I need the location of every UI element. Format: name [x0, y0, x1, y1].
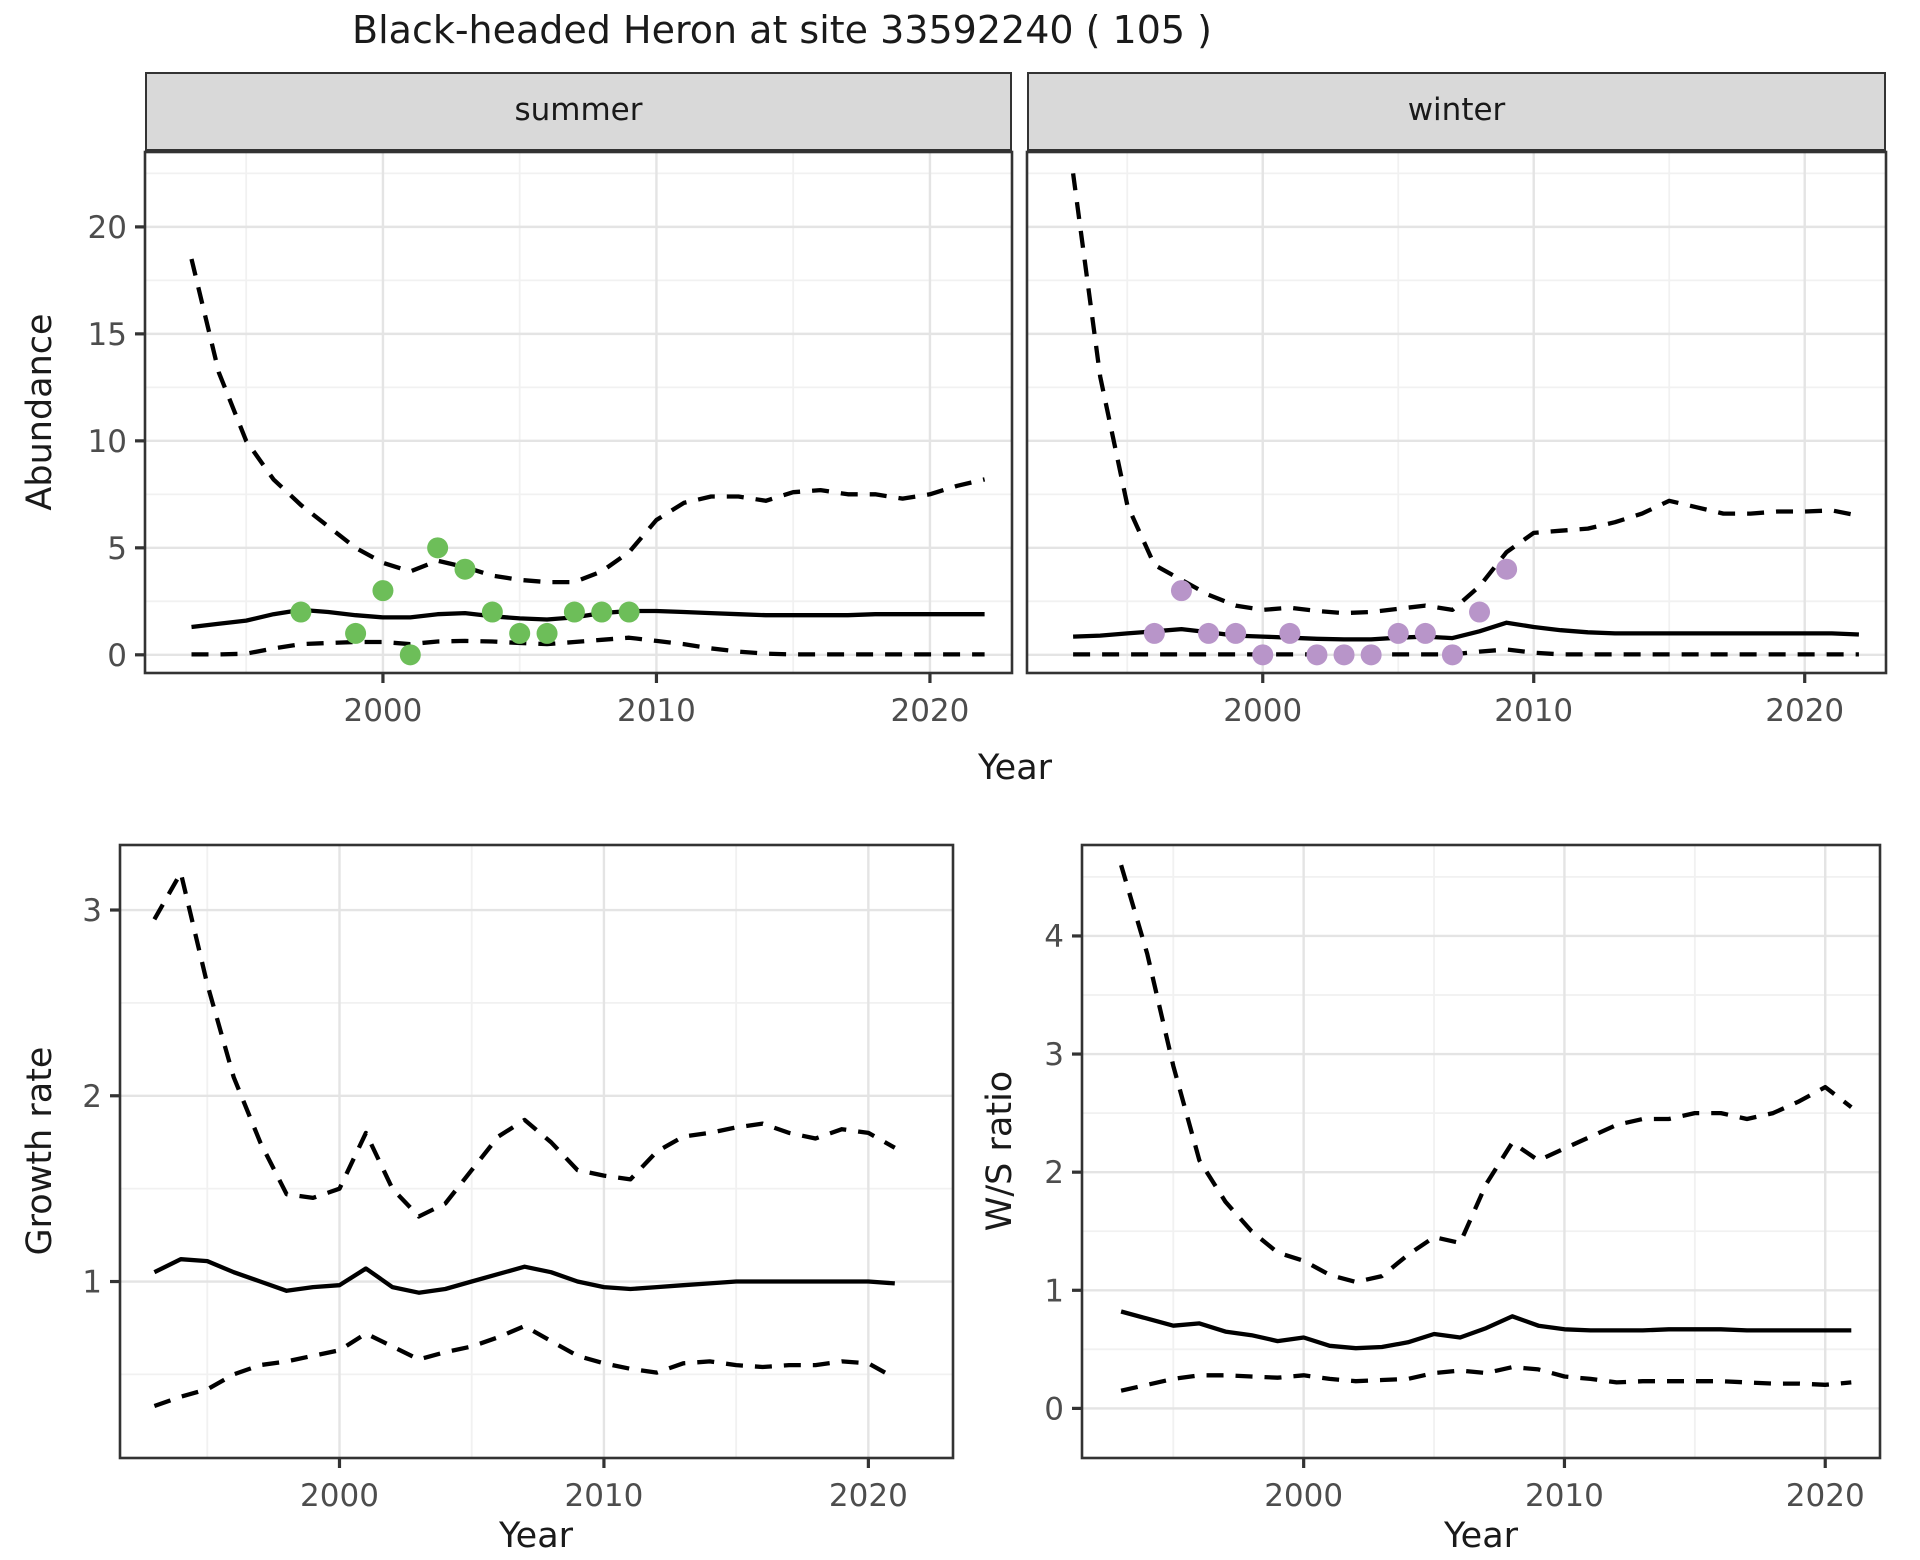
abundance-summer-data-point [399, 644, 421, 666]
y-tick-label: 0 [107, 638, 127, 674]
y-tick-label: 0 [1044, 1391, 1064, 1427]
panel-border [143, 150, 1014, 675]
x-tick-label: 2020 [890, 693, 969, 729]
x-axis-title-year-growth: Year [498, 1516, 574, 1556]
x-tick-label: 2020 [1765, 693, 1844, 729]
series-lines [189, 258, 986, 657]
x-tick-label: 2000 [300, 1478, 379, 1514]
panel-ws-ratio: 2000 2010 2020 0 1 2 3 4 [1044, 843, 1882, 1514]
abundance-summer-data-point [509, 622, 531, 644]
abundance-winter-data-point [1252, 644, 1274, 666]
axis-ticks: 2000 2010 2020 [1223, 673, 1844, 729]
axis-ticks: 2000 2010 2020 1 2 3 [82, 893, 908, 1514]
abundance-winter-data-point [1414, 622, 1436, 644]
panel-border [1080, 843, 1882, 1460]
panel-border [1025, 150, 1888, 675]
panel-background [145, 152, 1012, 673]
panel-background [1027, 152, 1886, 673]
abundance-winter-lower-95-ci-line [1073, 647, 1859, 657]
x-axis-title-year-ws: Year [1443, 1516, 1519, 1556]
abundance-summer-data-point [481, 601, 503, 623]
axis-ticks: 2000 2010 2020 0 1 2 3 4 [1044, 919, 1864, 1514]
abundance-summer-data-point [591, 601, 613, 623]
panel-abundance-summer: 2000 2010 2020 0 5 10 15 20 [88, 150, 1014, 729]
y-tick-label: 4 [1044, 919, 1064, 955]
abundance-winter-data-point [1441, 644, 1463, 666]
facet-strip-label: summer [514, 92, 643, 128]
facet-strip-winter: winter [1027, 72, 1886, 152]
abundance-summer-median-line [191, 607, 985, 630]
x-tick-label: 2020 [1786, 1478, 1865, 1514]
ws-ratio-upper-95-ci-line [1119, 864, 1853, 1285]
y-tick-label: 10 [88, 424, 127, 460]
gridlines [145, 152, 1012, 673]
y-tick-label: 1 [1044, 1273, 1064, 1309]
y-tick-label: 5 [107, 531, 127, 567]
growth-rate-median-line [153, 1257, 895, 1295]
ws-ratio-median-line [1120, 1309, 1852, 1351]
y-tick-label: 20 [88, 210, 127, 246]
axis-ticks: 2000 2010 2020 0 5 10 15 20 [88, 210, 970, 729]
abundance-summer-data-point [454, 558, 476, 580]
abundance-winter-data-point [1469, 601, 1491, 623]
abundance-summer-data-point [372, 580, 394, 602]
x-tick-label: 2010 [1525, 1478, 1604, 1514]
x-tick-label: 2000 [1223, 693, 1302, 729]
series-lines [1119, 864, 1853, 1393]
y-tick-label: 3 [1044, 1037, 1064, 1073]
y-tick-label: 2 [1044, 1155, 1064, 1191]
abundance-winter-data-point [1360, 644, 1382, 666]
facet-strip-summer: summer [145, 72, 1012, 152]
abundance-summer-data-point [618, 601, 640, 623]
chart-title: Black-headed Heron at site 33592240 ( 10… [352, 8, 1212, 52]
gridlines [1027, 152, 1886, 673]
abundance-summer-data-point [536, 622, 558, 644]
panel-background [120, 845, 953, 1458]
abundance-winter-data-point [1279, 622, 1301, 644]
abundance-summer-data-point [563, 601, 585, 623]
abundance-winter-data-point [1387, 622, 1409, 644]
y-tick-label: 15 [88, 317, 127, 353]
abundance-summer-data-point [290, 601, 312, 623]
abundance-winter-data-point [1198, 622, 1220, 644]
panel-growth-rate: 2000 2010 2020 1 2 3 [82, 843, 955, 1514]
abundance-winter-data-point [1306, 644, 1328, 666]
observed-points [1143, 558, 1518, 666]
panel-abundance-winter: 2000 2010 2020 [1025, 150, 1888, 729]
facet-strip-label: winter [1407, 92, 1506, 128]
x-axis-title-year-top: Year [977, 748, 1053, 788]
panel-border [118, 843, 955, 1460]
growth-rate-upper-95-ci-line [152, 870, 896, 1219]
gridlines [1082, 845, 1880, 1458]
abundance-winter-data-point [1170, 580, 1192, 602]
series-lines [152, 870, 896, 1409]
x-tick-label: 2000 [343, 693, 422, 729]
y-tick-label: 1 [82, 1265, 102, 1301]
abundance-summer-upper-95-ci-line [189, 258, 986, 585]
observed-points [290, 537, 640, 666]
x-tick-label: 2010 [617, 693, 696, 729]
panel-background [1082, 845, 1880, 1458]
x-tick-label: 2000 [1264, 1478, 1343, 1514]
abundance-winter-data-point [1143, 622, 1165, 644]
abundance-summer-data-point [427, 537, 449, 559]
x-tick-label: 2010 [1494, 693, 1573, 729]
y-tick-label: 3 [82, 893, 102, 929]
abundance-winter-data-point [1333, 644, 1355, 666]
x-tick-label: 2020 [829, 1478, 908, 1514]
abundance-summer-data-point [345, 622, 367, 644]
ws-ratio-lower-95-ci-line [1120, 1364, 1852, 1393]
abundance-winter-data-point [1496, 558, 1518, 580]
y-tick-label: 2 [82, 1079, 102, 1115]
x-tick-label: 2010 [564, 1478, 643, 1514]
growth-rate-lower-95-ci-line [153, 1323, 896, 1409]
abundance-winter-data-point [1225, 622, 1247, 644]
abundance-winter-upper-95-ci-line [1070, 173, 1860, 616]
